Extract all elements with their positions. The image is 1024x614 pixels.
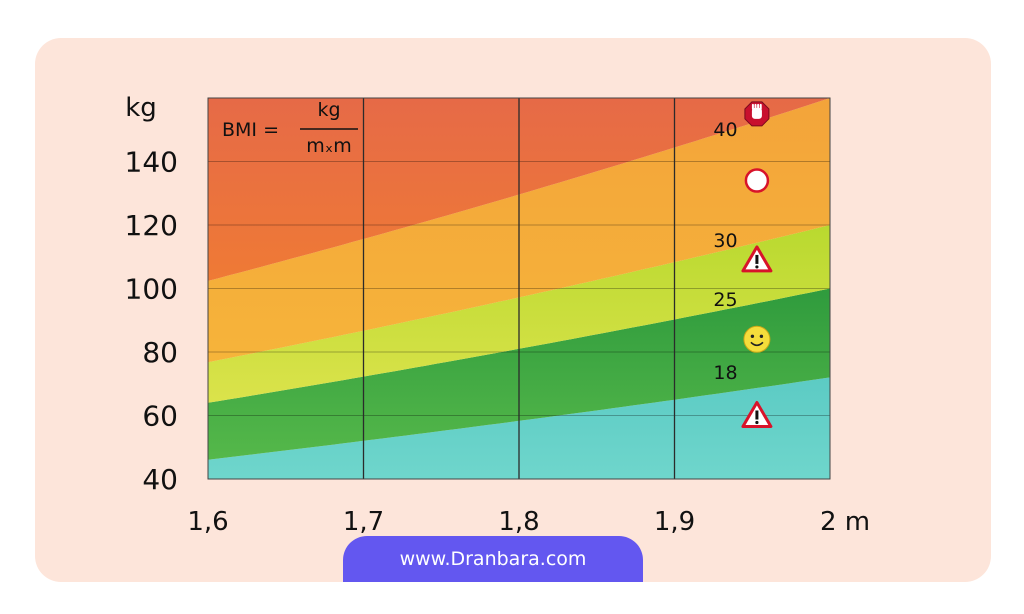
warning-triangle-icon: [741, 245, 773, 273]
grid-lines: [207, 97, 831, 480]
website-footer-tab[interactable]: www.Dranbara.com: [343, 536, 643, 582]
x-tick-label: 1,6: [187, 507, 228, 537]
stop-hand-icon: [744, 101, 770, 127]
y-tick-label: 140: [125, 146, 178, 179]
x-tick-label: 1,8: [498, 507, 539, 537]
axis-labels: 40 60 80 100 120 140 1,6 1,7 1,8 1,9 2 m kg: [125, 93, 871, 537]
plot-frame: [207, 97, 831, 480]
y-tick-label: 100: [125, 273, 178, 306]
y-axis-label: kg: [125, 93, 157, 123]
zone-icons: [741, 101, 773, 428]
bmi-formula: BMI = kg mₓm: [222, 99, 358, 157]
x-tick-label: 1,9: [654, 507, 695, 537]
y-tick-label: 120: [125, 209, 178, 242]
y-tick-label: 80: [142, 336, 178, 369]
circle-icon: [744, 168, 770, 193]
bmi-40-label: 40: [713, 119, 737, 141]
formula-numerator: kg: [317, 99, 340, 121]
y-tick-label: 60: [142, 400, 178, 433]
bmi-25-label: 25: [713, 289, 737, 311]
boundary-labels: 40 30 25 18: [713, 119, 737, 384]
formula-denominator: mₓm: [306, 135, 351, 157]
smiley-icon: [743, 325, 771, 353]
x-tick-label: 2 m: [820, 507, 870, 537]
bmi-18-label: 18: [713, 362, 737, 384]
warning-triangle-icon: [741, 401, 773, 428]
y-tick-label: 40: [142, 463, 178, 496]
x-tick-label: 1,7: [343, 507, 384, 537]
formula-left: BMI =: [222, 119, 279, 141]
bmi-30-label: 30: [713, 230, 737, 252]
